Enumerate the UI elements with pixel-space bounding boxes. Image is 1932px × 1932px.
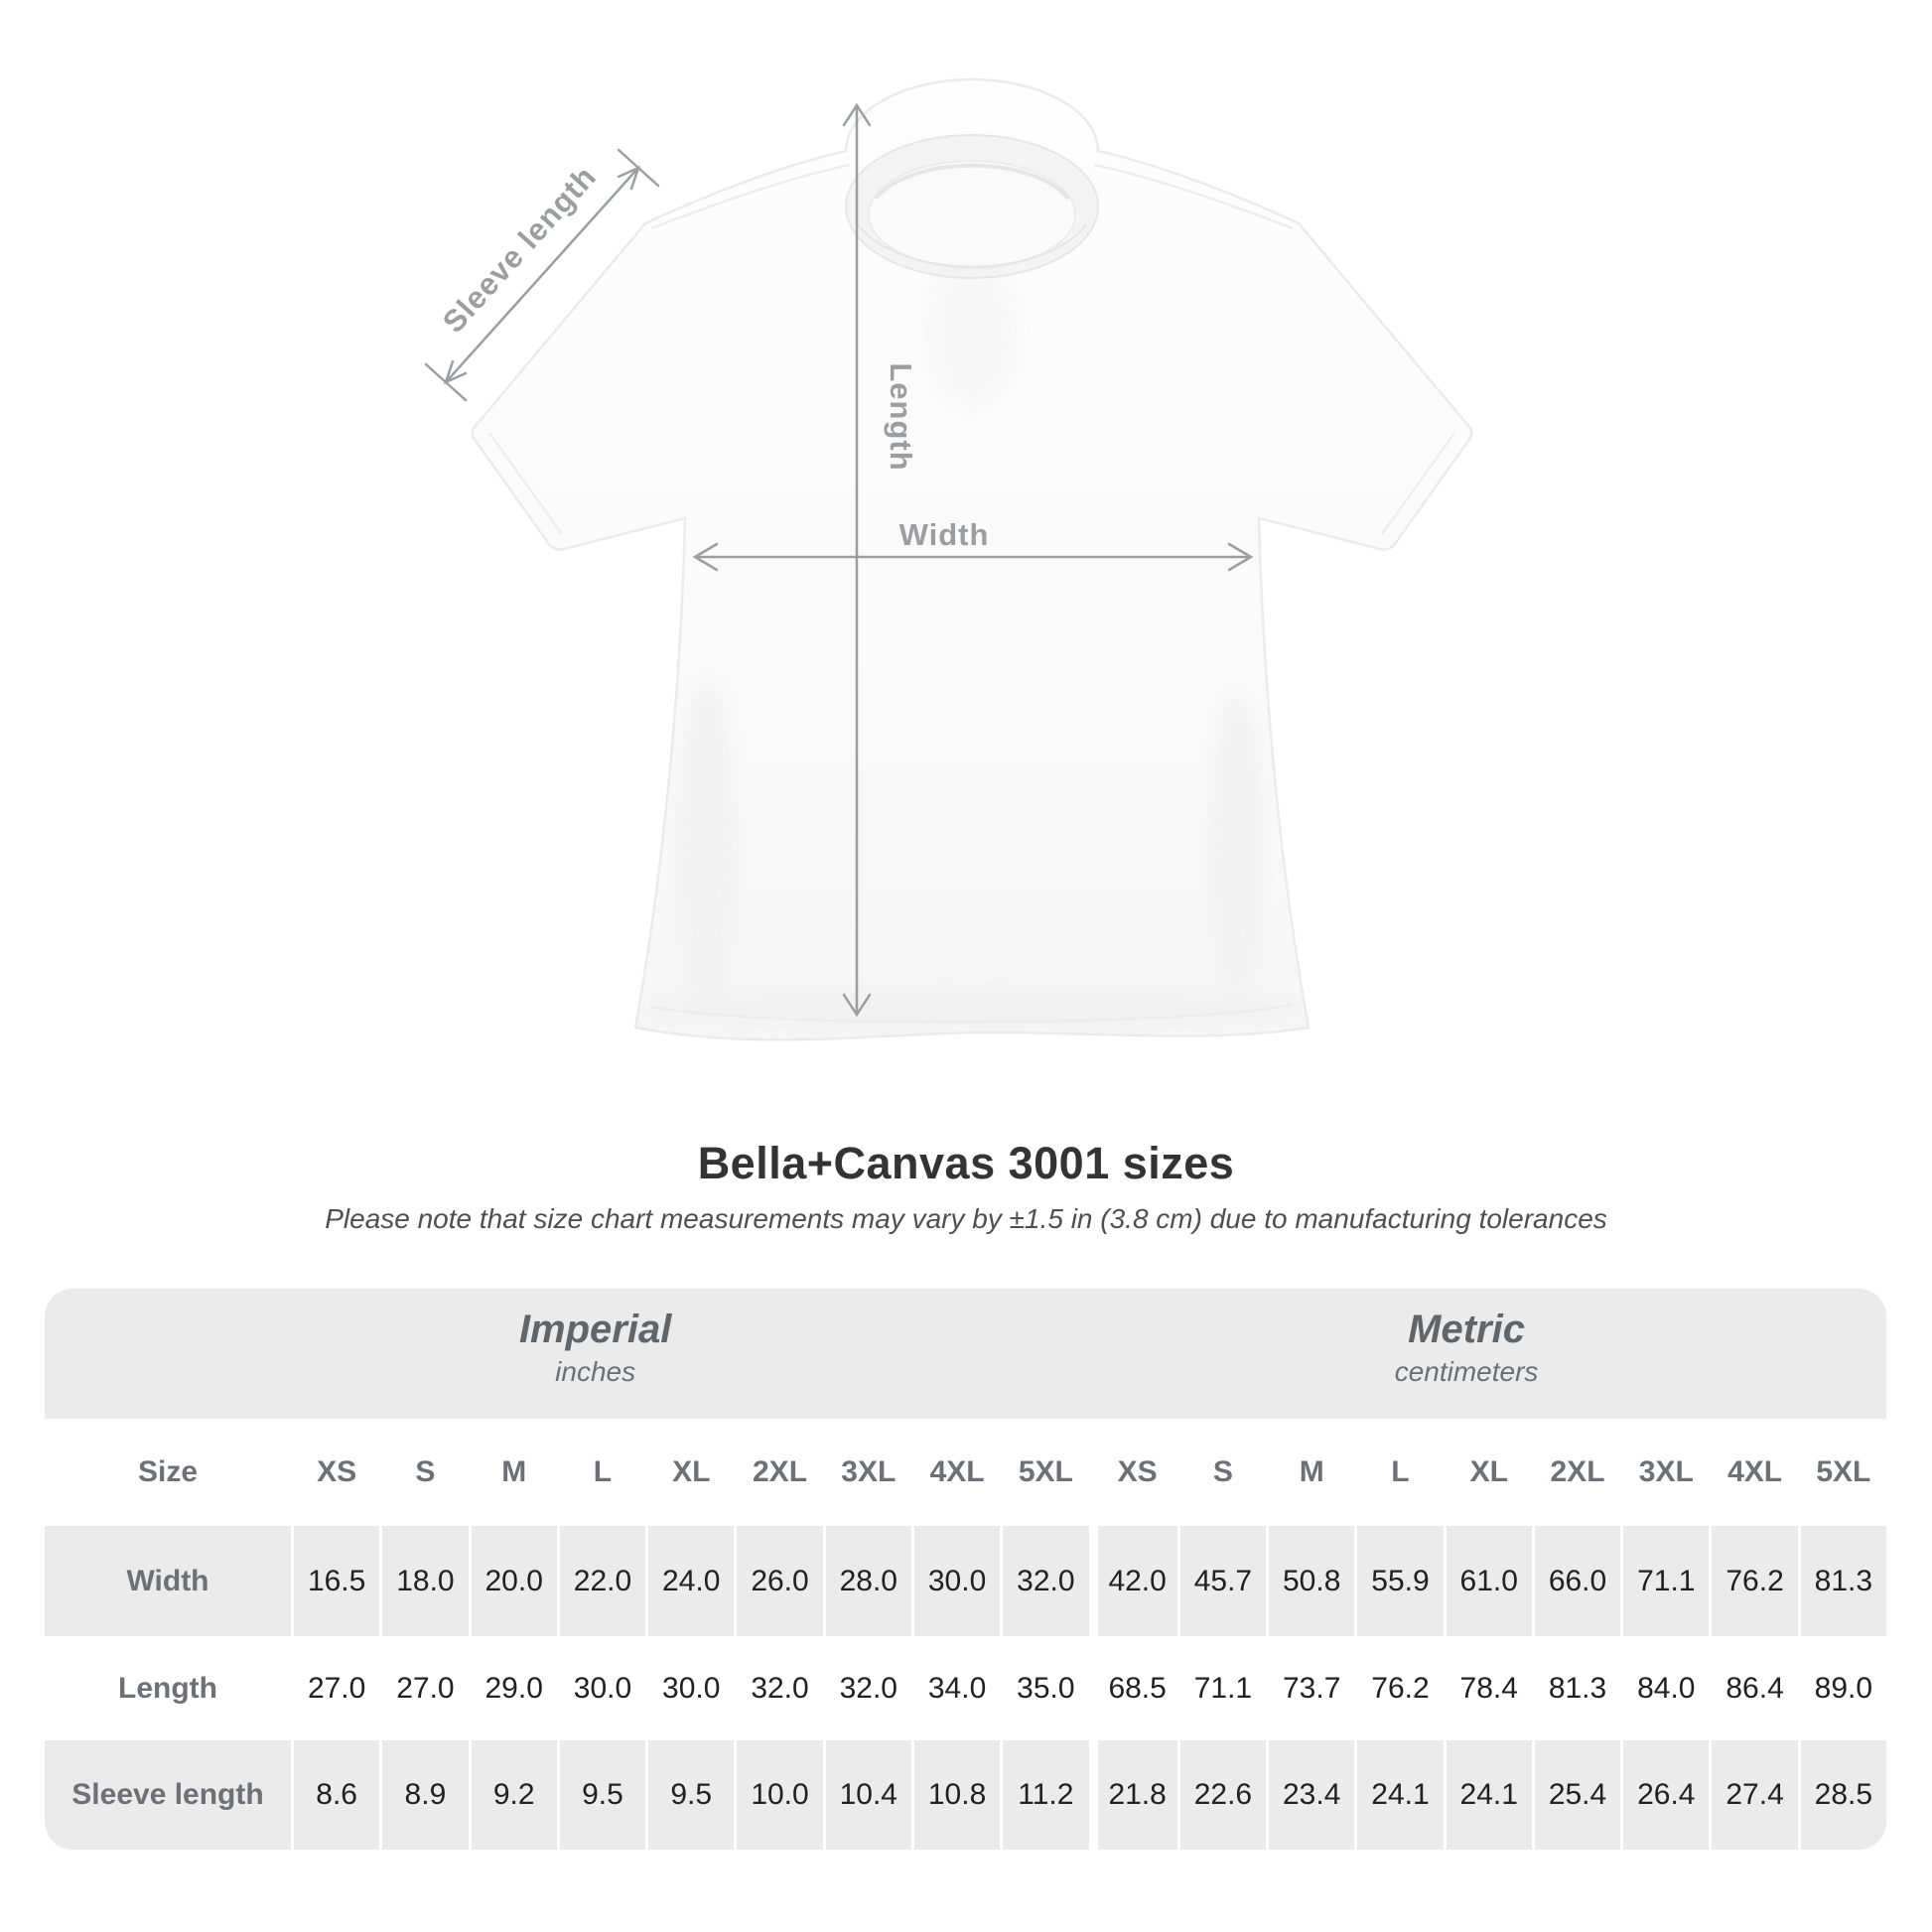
cell-width-metric-3xl: 71.1 <box>1623 1526 1710 1636</box>
cell-length-metric-4xl: 86.4 <box>1712 1636 1798 1740</box>
cell-sleeve-length-imperial-5xl: 11.2 <box>1003 1740 1089 1850</box>
cell-length-metric-m: 73.7 <box>1269 1636 1355 1740</box>
page-title: Bella+Canvas 3001 sizes <box>697 1138 1235 1188</box>
cell-sleeve-length-metric-5xl: 28.5 <box>1800 1740 1886 1850</box>
cell-width-imperial-l: 22.0 <box>559 1526 646 1636</box>
cell-length-metric-3xl: 84.0 <box>1623 1636 1710 1740</box>
size-header-2xl-imperial: 2XL <box>737 1419 823 1526</box>
size-header-5xl-imperial: 5XL <box>1003 1419 1089 1526</box>
size-header-xs-imperial: XS <box>294 1419 380 1526</box>
page-subtitle: Please note that size chart measurements… <box>325 1203 1607 1234</box>
cell-width-imperial-xl: 24.0 <box>648 1526 735 1636</box>
row-label-sleeve-length: Sleeve length <box>45 1740 291 1850</box>
cell-sleeve-length-imperial-4xl: 10.8 <box>913 1740 1001 1850</box>
metric-group-label: Metric <box>1408 1308 1525 1351</box>
cell-width-metric-5xl: 81.3 <box>1800 1526 1886 1636</box>
fabric-shading <box>644 248 1300 1023</box>
cell-sleeve-length-imperial-2xl: 10.0 <box>737 1740 823 1850</box>
cell-width-metric-s: 45.7 <box>1179 1526 1267 1636</box>
cell-length-imperial-xl: 30.0 <box>648 1636 735 1740</box>
cell-sleeve-length-imperial-s: 8.9 <box>382 1740 469 1850</box>
cell-width-imperial-m: 20.0 <box>471 1526 557 1636</box>
row-label-length: Length <box>45 1636 291 1740</box>
width-label: Width <box>899 517 990 552</box>
tshirt-collar <box>845 134 1099 279</box>
cell-sleeve-length-metric-l: 24.1 <box>1357 1740 1444 1850</box>
row-label-width: Width <box>45 1526 291 1636</box>
size-header-4xl-imperial: 4XL <box>913 1419 1001 1526</box>
size-header-4xl-metric: 4XL <box>1712 1419 1798 1526</box>
cell-length-imperial-m: 29.0 <box>471 1636 557 1740</box>
size-table: Size XS S M L XL 2XL 3XL 4XL 5XL XS S M L XL 2XL 3XL 4XL 5… <box>45 1419 1886 1850</box>
cell-width-imperial-4xl: 30.0 <box>913 1526 1001 1636</box>
size-header-xl-metric: XL <box>1446 1419 1532 1526</box>
cell-width-metric-xl: 61.0 <box>1446 1526 1532 1636</box>
tshirt-diagram: Length Width Sleeve length <box>424 77 1473 1041</box>
size-header-l-metric: L <box>1357 1419 1444 1526</box>
cell-length-metric-s: 71.1 <box>1179 1636 1267 1740</box>
cell-sleeve-length-imperial-l: 9.5 <box>559 1740 646 1850</box>
tshirt-illustration: Length Width Sleeve length <box>424 77 1473 1041</box>
cell-width-imperial-s: 18.0 <box>382 1526 469 1636</box>
cell-width-imperial-xs: 16.5 <box>294 1526 380 1636</box>
size-header-m-metric: M <box>1269 1419 1355 1526</box>
cell-length-imperial-2xl: 32.0 <box>737 1636 823 1740</box>
cell-length-imperial-5xl: 35.0 <box>1003 1636 1089 1740</box>
imperial-unit-label: inches <box>555 1356 636 1387</box>
cell-sleeve-length-metric-m: 23.4 <box>1269 1740 1355 1850</box>
size-header-3xl-imperial: 3XL <box>825 1419 911 1526</box>
cell-sleeve-length-metric-3xl: 26.4 <box>1623 1740 1710 1850</box>
tshirt-seams <box>487 163 1456 1024</box>
size-column-header: Size <box>45 1419 291 1526</box>
size-header-3xl-metric: 3XL <box>1623 1419 1710 1526</box>
cell-length-metric-l: 76.2 <box>1357 1636 1444 1740</box>
cell-length-imperial-xs: 27.0 <box>294 1636 380 1740</box>
size-header-xs-metric: XS <box>1091 1419 1177 1526</box>
cell-width-metric-2xl: 66.0 <box>1534 1526 1621 1636</box>
imperial-group-label: Imperial <box>518 1308 672 1351</box>
size-header-l-imperial: L <box>559 1419 646 1526</box>
size-header-5xl-metric: 5XL <box>1800 1419 1886 1526</box>
metric-unit-label: centimeters <box>1394 1356 1539 1387</box>
cell-length-metric-xs: 68.5 <box>1091 1636 1177 1740</box>
cell-width-metric-l: 55.9 <box>1357 1526 1444 1636</box>
cell-length-imperial-3xl: 32.0 <box>825 1636 911 1740</box>
unit-group-imperial: Imperial inches <box>278 1309 913 1387</box>
length-label: Length <box>884 362 918 471</box>
cell-length-imperial-l: 30.0 <box>559 1636 646 1740</box>
size-header-2xl-metric: 2XL <box>1534 1419 1621 1526</box>
cell-sleeve-length-metric-2xl: 25.4 <box>1534 1740 1621 1850</box>
cell-sleeve-length-imperial-m: 9.2 <box>471 1740 557 1850</box>
cell-sleeve-length-metric-xl: 24.1 <box>1446 1740 1532 1850</box>
cell-width-metric-m: 50.8 <box>1269 1526 1355 1636</box>
cell-length-imperial-4xl: 34.0 <box>913 1636 1001 1740</box>
size-header-s-metric: S <box>1179 1419 1267 1526</box>
size-header-s-imperial: S <box>382 1419 469 1526</box>
cell-width-metric-4xl: 76.2 <box>1712 1526 1798 1636</box>
cell-width-metric-xs: 42.0 <box>1091 1526 1177 1636</box>
cell-length-imperial-s: 27.0 <box>382 1636 469 1740</box>
cell-sleeve-length-metric-xs: 21.8 <box>1091 1740 1177 1850</box>
cell-sleeve-length-imperial-xl: 9.5 <box>648 1740 735 1850</box>
cell-length-metric-5xl: 89.0 <box>1800 1636 1886 1740</box>
sleeve-length-arrow <box>424 148 660 402</box>
cell-sleeve-length-imperial-xs: 8.6 <box>294 1740 380 1850</box>
size-header-xl-imperial: XL <box>648 1419 735 1526</box>
cell-width-imperial-3xl: 28.0 <box>825 1526 911 1636</box>
cell-sleeve-length-metric-s: 22.6 <box>1179 1740 1267 1850</box>
cell-sleeve-length-metric-4xl: 27.4 <box>1712 1740 1798 1850</box>
unit-group-header-band: Imperial inches Metric centimeters <box>45 1289 1886 1419</box>
length-arrow <box>842 102 872 1018</box>
width-arrow <box>692 542 1254 572</box>
cell-width-imperial-5xl: 32.0 <box>1003 1526 1089 1636</box>
cell-width-imperial-2xl: 26.0 <box>737 1526 823 1636</box>
cell-length-metric-2xl: 81.3 <box>1534 1636 1621 1740</box>
unit-group-metric: Metric centimeters <box>1149 1309 1784 1387</box>
cell-length-metric-xl: 78.4 <box>1446 1636 1532 1740</box>
cell-sleeve-length-imperial-3xl: 10.4 <box>825 1740 911 1850</box>
size-header-m-imperial: M <box>471 1419 557 1526</box>
